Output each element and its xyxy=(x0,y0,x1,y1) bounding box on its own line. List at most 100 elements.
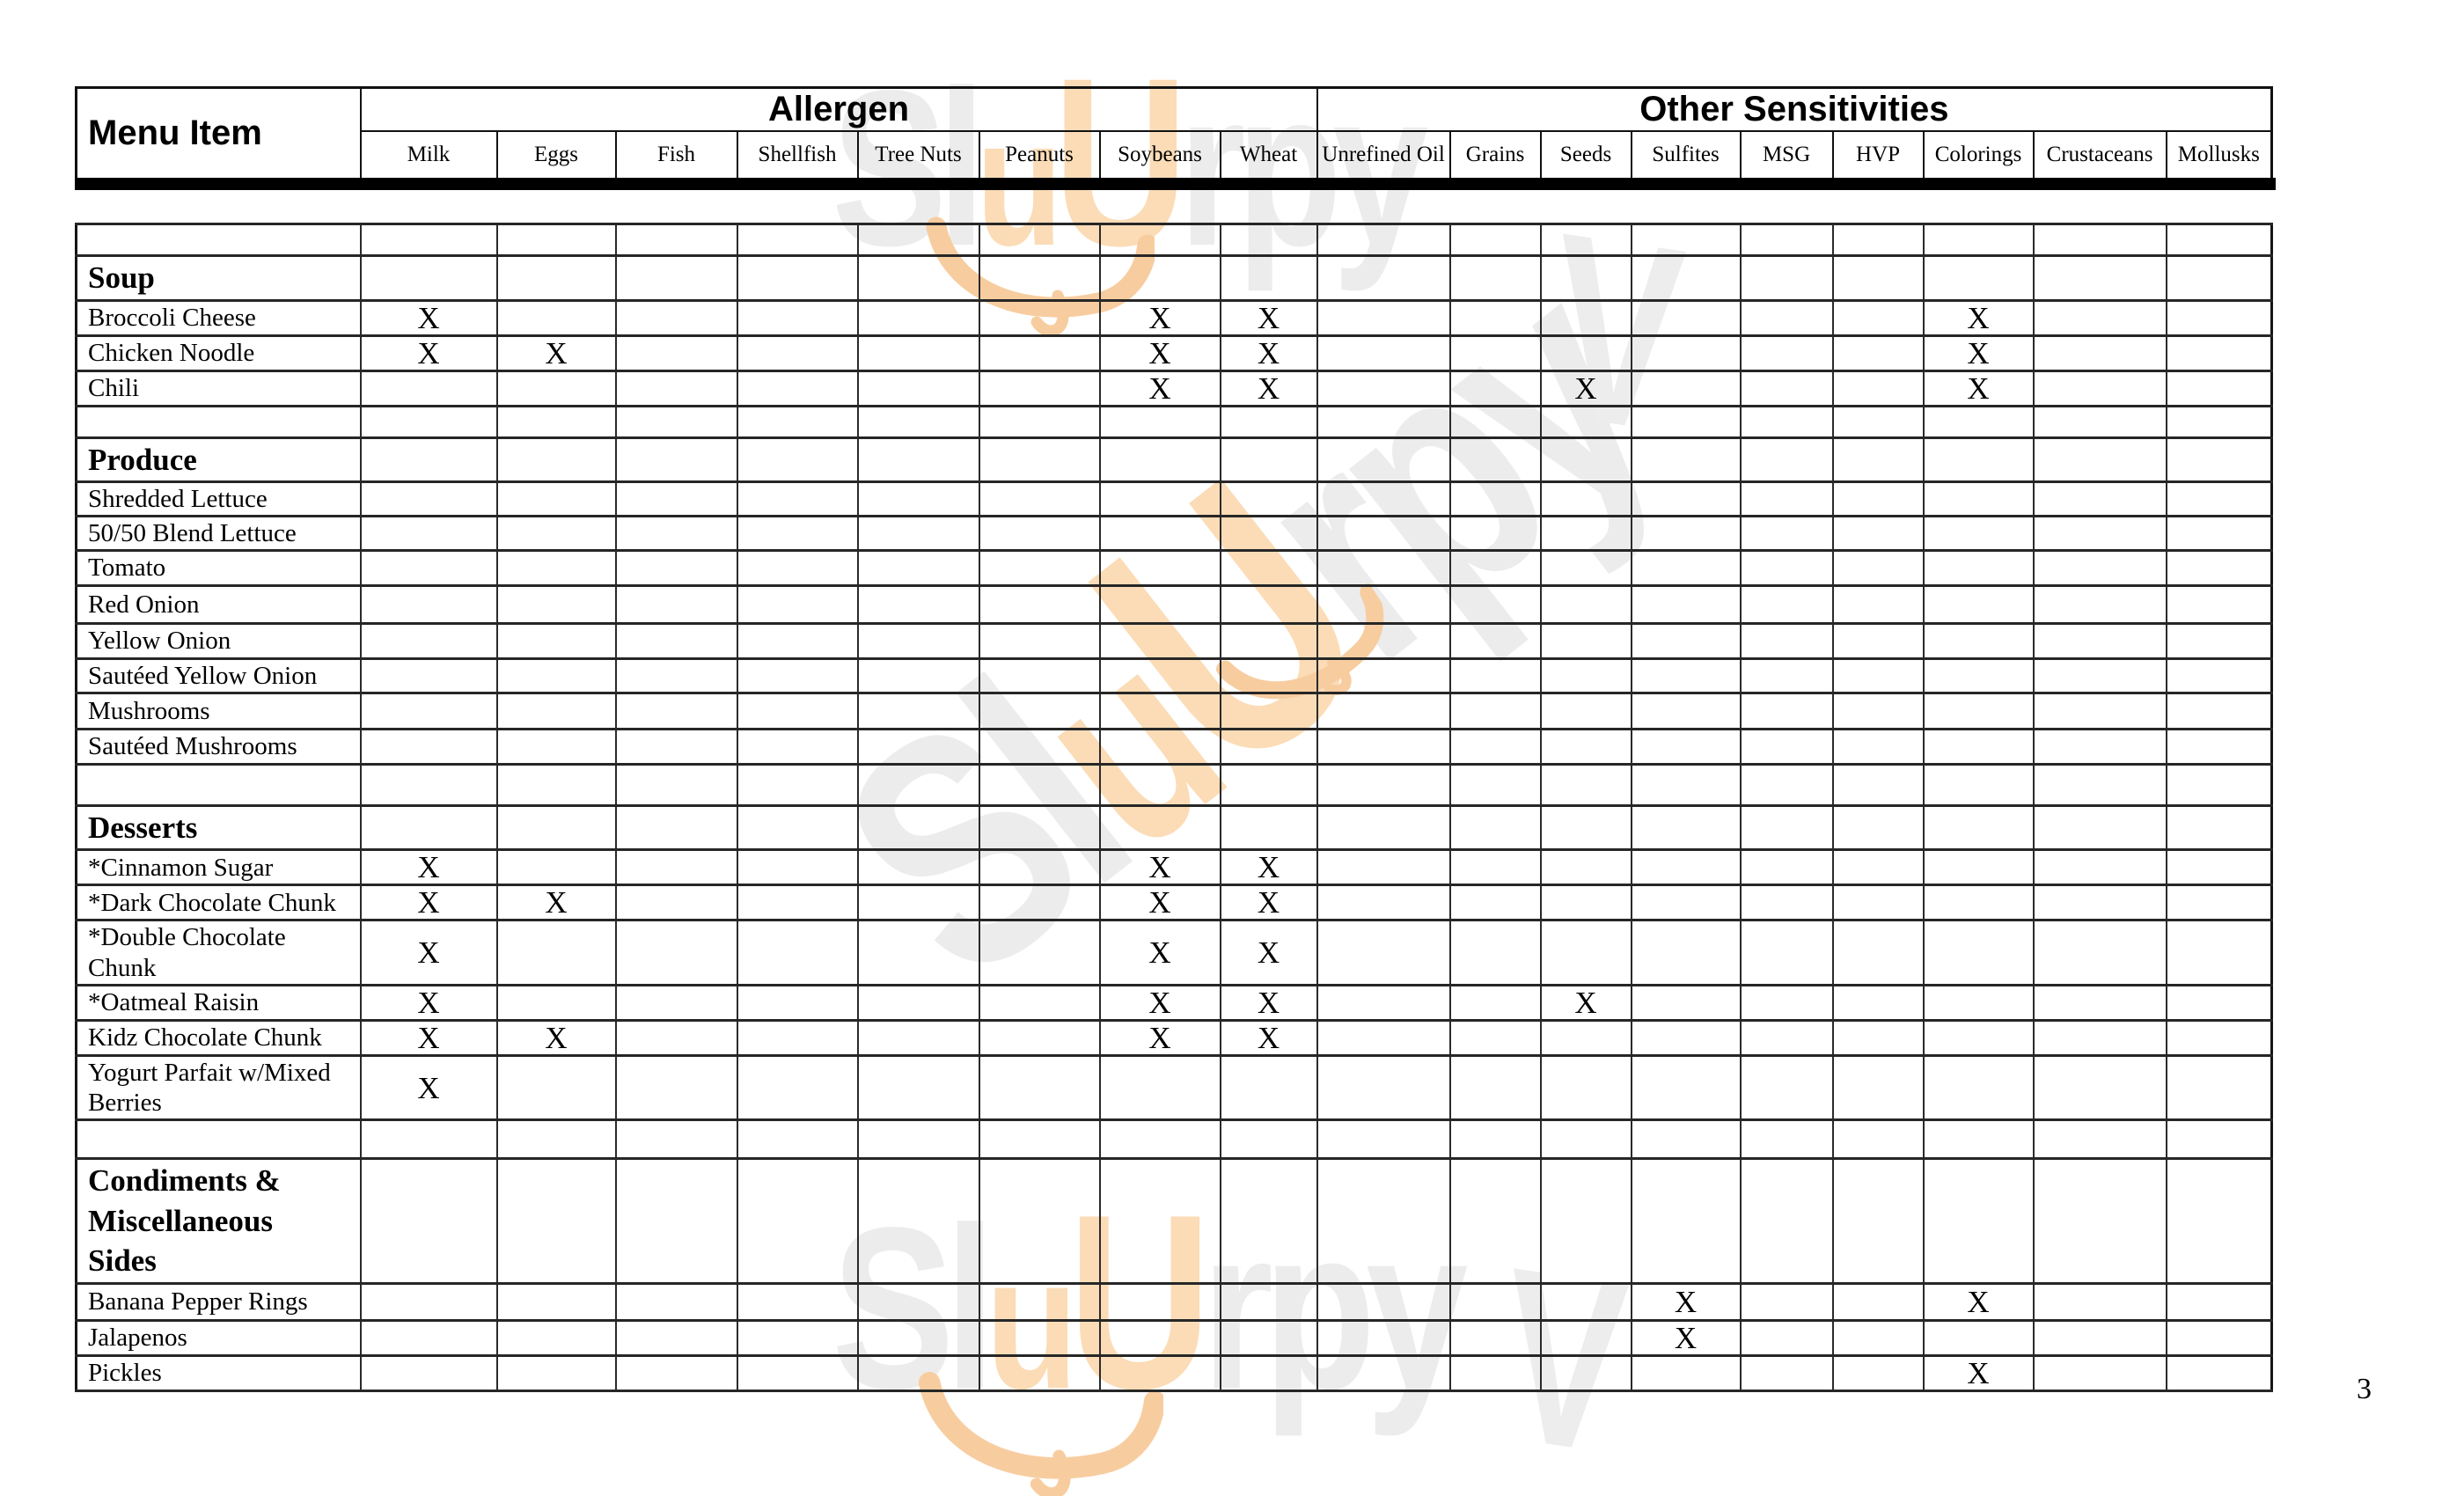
cell-kidz-chocolate-chunk-eggs: X xyxy=(495,1018,617,1057)
cell-cinnamon-sugar-sulfites xyxy=(1630,848,1742,887)
blank-row xyxy=(75,762,2273,807)
cell-saut-ed-mushrooms-seeds xyxy=(1539,727,1632,766)
column-header-tree-nuts: Tree Nuts xyxy=(856,130,980,180)
cell-double-chocolate-chunk-sulfites xyxy=(1630,919,1742,986)
cell-yellow-onion-milk xyxy=(359,621,498,660)
cell-yogurt-parfait-w-mixed-berries-colorings xyxy=(1922,1053,2035,1122)
cell-saut-ed-mushrooms-shellfish xyxy=(736,727,859,766)
cell-mushrooms-peanuts xyxy=(978,691,1101,730)
cell-produce-hvp xyxy=(1831,436,1925,483)
cell-double-chocolate-chunk-unrefined-oil xyxy=(1316,919,1451,986)
cell-saut-ed-yellow-onion-soybeans xyxy=(1098,656,1221,694)
cell-blank-hvp xyxy=(1831,762,1925,807)
cell-blank-crustaceans xyxy=(2032,404,2167,439)
cell-tomato-milk xyxy=(359,549,498,587)
cell-dark-chocolate-chunk-sulfites xyxy=(1630,884,1742,922)
cell-jalapenos-grains xyxy=(1448,1318,1542,1357)
cell-blank-mollusks xyxy=(2165,762,2273,807)
blank-menu-cell xyxy=(75,404,362,439)
cell-oatmeal-raisin-mollusks xyxy=(2165,983,2273,1022)
cell-double-chocolate-chunk-msg xyxy=(1739,919,1834,986)
cell-produce-mollusks xyxy=(2165,436,2273,483)
column-header-sulfites: Sulfites xyxy=(1630,130,1742,180)
cell-blank-soybeans xyxy=(1098,223,1221,257)
cell-50-50-blend-lettuce-fish xyxy=(614,515,738,553)
cell-dark-chocolate-chunk-hvp xyxy=(1831,884,1925,922)
cell-cinnamon-sugar-eggs xyxy=(495,848,617,887)
cell-chili-soybeans: X xyxy=(1098,369,1221,407)
section-row: Condiments & Miscellaneous Sides xyxy=(75,1157,2273,1285)
cell-dark-chocolate-chunk-msg xyxy=(1739,884,1834,922)
menu-item-red-onion: Red Onion xyxy=(75,583,362,625)
cell-saut-ed-mushrooms-fish xyxy=(614,727,738,766)
menu-item-shredded-lettuce: Shredded Lettuce xyxy=(75,480,362,518)
cell-red-onion-shellfish xyxy=(736,583,859,625)
cell-red-onion-milk xyxy=(359,583,498,625)
cell-cinnamon-sugar-soybeans: X xyxy=(1098,848,1221,887)
cell-tomato-seeds xyxy=(1539,549,1632,587)
cell-red-onion-colorings xyxy=(1922,583,2035,625)
table-row: Broccoli Cheese X X X X xyxy=(75,298,2273,337)
cell-chicken-noodle-msg xyxy=(1739,334,1834,372)
cell-saut-ed-yellow-onion-eggs xyxy=(495,656,617,694)
cell-yogurt-parfait-w-mixed-berries-msg xyxy=(1739,1053,1834,1122)
cell-saut-ed-yellow-onion-seeds xyxy=(1539,656,1632,694)
cell-cinnamon-sugar-seeds xyxy=(1539,848,1632,887)
cell-mushrooms-seeds xyxy=(1539,691,1632,730)
cell-jalapenos-mollusks xyxy=(2165,1318,2273,1357)
cell-saut-ed-yellow-onion-tree-nuts xyxy=(856,656,980,694)
cell-produce-grains xyxy=(1448,436,1542,483)
cell-tomato-wheat xyxy=(1219,549,1318,587)
cell-oatmeal-raisin-eggs xyxy=(495,983,617,1022)
cell-yellow-onion-hvp xyxy=(1831,621,1925,660)
cell-oatmeal-raisin-tree-nuts xyxy=(856,983,980,1022)
cell-double-chocolate-chunk-fish xyxy=(614,919,738,986)
cell-blank-crustaceans xyxy=(2032,762,2167,807)
cell-yellow-onion-soybeans xyxy=(1098,621,1221,660)
cell-desserts-grains xyxy=(1448,803,1542,852)
cell-chicken-noodle-milk: X xyxy=(359,334,498,372)
table-row: Yogurt Parfait w/Mixed Berries X xyxy=(75,1053,2273,1122)
cell-red-onion-fish xyxy=(614,583,738,625)
cell-produce-msg xyxy=(1739,436,1834,483)
cell-kidz-chocolate-chunk-sulfites xyxy=(1630,1018,1742,1057)
cell-blank-hvp xyxy=(1831,404,1925,439)
cell-jalapenos-msg xyxy=(1739,1318,1834,1357)
cell-shredded-lettuce-msg xyxy=(1739,480,1834,518)
cell-broccoli-cheese-grains xyxy=(1448,298,1542,337)
cell-50-50-blend-lettuce-unrefined-oil xyxy=(1316,515,1451,553)
cell-tomato-colorings xyxy=(1922,549,2035,587)
cell-desserts-peanuts xyxy=(978,803,1101,852)
cell-blank-peanuts xyxy=(978,1118,1101,1161)
cell-soup-sulfites xyxy=(1630,254,1742,302)
cell-chili-colorings: X xyxy=(1922,369,2035,407)
cell-yogurt-parfait-w-mixed-berries-hvp xyxy=(1831,1053,1925,1122)
cell-yellow-onion-crustaceans xyxy=(2032,621,2167,660)
cell-chicken-noodle-mollusks xyxy=(2165,334,2273,372)
cell-saut-ed-yellow-onion-fish xyxy=(614,656,738,694)
cell-desserts-unrefined-oil xyxy=(1316,803,1451,852)
cell-cinnamon-sugar-msg xyxy=(1739,848,1834,887)
cell-blank-crustaceans xyxy=(2032,1118,2167,1161)
cell-saut-ed-yellow-onion-mollusks xyxy=(2165,656,2273,694)
cell-cinnamon-sugar-milk: X xyxy=(359,848,498,887)
cell-blank-tree-nuts xyxy=(856,1118,980,1161)
cell-yellow-onion-grains xyxy=(1448,621,1542,660)
cell-yellow-onion-wheat xyxy=(1219,621,1318,660)
cell-mushrooms-milk xyxy=(359,691,498,730)
cell-tomato-soybeans xyxy=(1098,549,1221,587)
menu-item-saut-ed-yellow-onion: Sautéed Yellow Onion xyxy=(75,656,362,694)
cell-blank-eggs xyxy=(495,223,617,257)
cell-cinnamon-sugar-tree-nuts xyxy=(856,848,980,887)
cell-yellow-onion-sulfites xyxy=(1630,621,1742,660)
cell-blank-eggs xyxy=(495,762,617,807)
blank-row xyxy=(75,404,2273,439)
cell-banana-pepper-rings-hvp xyxy=(1831,1281,1925,1322)
cell-oatmeal-raisin-msg xyxy=(1739,983,1834,1022)
blank-row xyxy=(75,223,2273,257)
cell-mushrooms-crustaceans xyxy=(2032,691,2167,730)
cell-produce-sulfites xyxy=(1630,436,1742,483)
cell-oatmeal-raisin-grains xyxy=(1448,983,1542,1022)
cell-yellow-onion-eggs xyxy=(495,621,617,660)
cell-dark-chocolate-chunk-peanuts xyxy=(978,884,1101,922)
